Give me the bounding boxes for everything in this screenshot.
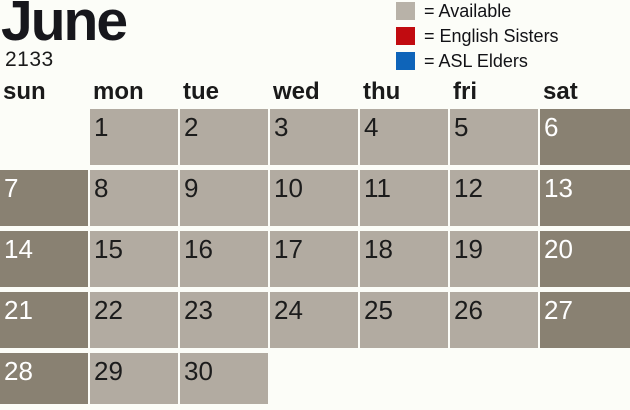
calendar-day-cell-30[interactable]: 30 <box>180 353 268 404</box>
calendar-day-cell-25[interactable]: 25 <box>360 292 448 348</box>
asl-elders-color-swatch <box>396 52 415 70</box>
calendar-day-cell-2[interactable]: 2 <box>180 109 268 165</box>
calendar-day-cell-13[interactable]: 13 <box>540 170 630 226</box>
legend: = Available = English Sisters = ASL Elde… <box>396 0 559 77</box>
calendar-day-cell-9[interactable]: 9 <box>180 170 268 226</box>
calendar-day-cell-17[interactable]: 17 <box>270 231 358 287</box>
weekday-label-wed: wed <box>273 78 320 105</box>
calendar-day-cell-16[interactable]: 16 <box>180 231 268 287</box>
weekday-label-sat: sat <box>543 78 578 105</box>
legend-label-available: = Available <box>424 0 512 21</box>
calendar-day-cell-7[interactable]: 7 <box>0 170 88 226</box>
weekday-label-fri: fri <box>453 78 477 105</box>
calendar-day-cell-24[interactable]: 24 <box>270 292 358 348</box>
calendar-day-cell-19[interactable]: 19 <box>450 231 538 287</box>
calendar-day-cell-27[interactable]: 27 <box>540 292 630 348</box>
calendar-day-cell-20[interactable]: 20 <box>540 231 630 287</box>
legend-label-asl-elders: = ASL Elders <box>424 50 528 71</box>
calendar-day-cell-10[interactable]: 10 <box>270 170 358 226</box>
year-label: 2133 <box>5 48 54 71</box>
calendar-day-cell-15[interactable]: 15 <box>90 231 178 287</box>
calendar-day-cell-11[interactable]: 11 <box>360 170 448 226</box>
calendar-day-cell-3[interactable]: 3 <box>270 109 358 165</box>
calendar-day-cell-21[interactable]: 21 <box>0 292 88 348</box>
calendar-day-cell-1[interactable]: 1 <box>90 109 178 165</box>
available-color-swatch <box>396 2 415 20</box>
calendar-day-cell-29[interactable]: 29 <box>90 353 178 404</box>
month-title: June <box>1 0 128 53</box>
calendar-day-cell-26[interactable]: 26 <box>450 292 538 348</box>
calendar-day-cell-22[interactable]: 22 <box>90 292 178 348</box>
calendar-day-cell-18[interactable]: 18 <box>360 231 448 287</box>
legend-item-english-sisters: = English Sisters <box>396 25 559 46</box>
calendar-day-cell-5[interactable]: 5 <box>450 109 538 165</box>
weekday-label-thu: thu <box>363 78 401 105</box>
calendar-day-cell-8[interactable]: 8 <box>90 170 178 226</box>
calendar-day-cell-4[interactable]: 4 <box>360 109 448 165</box>
calendar-day-cell-23[interactable]: 23 <box>180 292 268 348</box>
english-sisters-color-swatch <box>396 27 415 45</box>
calendar-day-cell-28[interactable]: 28 <box>0 353 88 404</box>
weekday-label-sun: sun <box>3 78 46 105</box>
calendar-day-cell-12[interactable]: 12 <box>450 170 538 226</box>
legend-item-asl-elders: = ASL Elders <box>396 50 559 71</box>
calendar-day-cell-6[interactable]: 6 <box>540 109 630 165</box>
calendar-day-cell-14[interactable]: 14 <box>0 231 88 287</box>
legend-label-english-sisters: = English Sisters <box>424 25 559 46</box>
legend-item-available: = Available <box>396 0 559 21</box>
weekday-label-mon: mon <box>93 78 144 105</box>
weekday-label-tue: tue <box>183 78 219 105</box>
